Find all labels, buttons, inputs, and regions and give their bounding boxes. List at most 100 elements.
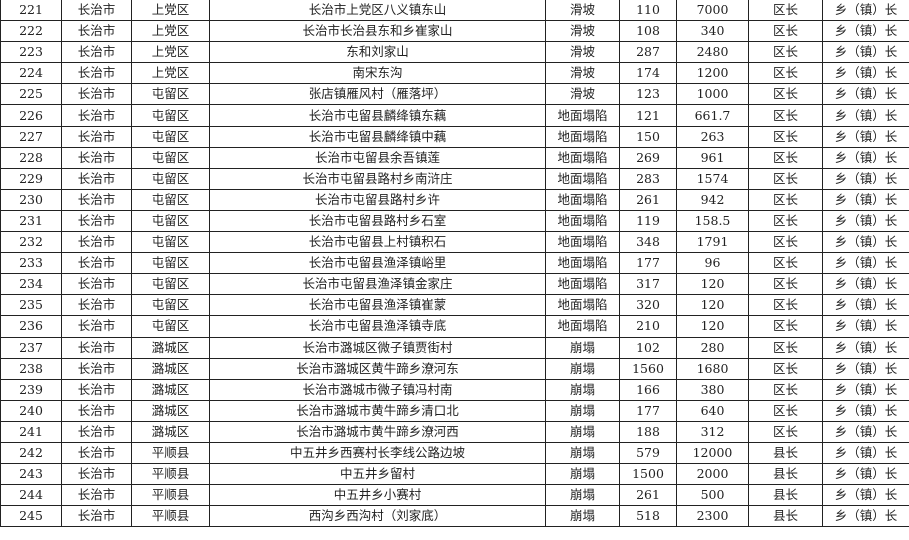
value-a-cell: 579 — [619, 441, 677, 465]
row-index-cell: 236 — [0, 315, 62, 338]
city-cell: 长治市 — [61, 41, 132, 64]
hazard-type-cell: 地面塌陷 — [545, 146, 620, 169]
township-official-cell: 乡（镇）长 — [822, 167, 909, 190]
row-index-cell: 245 — [0, 505, 62, 528]
responsible-official-cell: 区长 — [748, 41, 823, 64]
responsible-official-cell: 区长 — [748, 146, 823, 169]
location-cell: 长治市屯留县渔泽镇崔蒙 — [209, 294, 546, 317]
value-a-cell: 119 — [619, 209, 677, 233]
value-b-cell: 7000 — [676, 0, 749, 22]
district-cell: 平顺县 — [131, 505, 210, 528]
district-cell: 屯留区 — [131, 231, 210, 254]
row-index-cell: 223 — [0, 41, 62, 64]
value-b-cell: 120 — [676, 315, 749, 338]
hazard-type-cell: 崩塌 — [545, 378, 620, 401]
responsible-official-cell: 区长 — [748, 231, 823, 254]
city-cell: 长治市 — [61, 484, 132, 507]
value-a-cell: 174 — [619, 62, 677, 85]
responsible-official-cell: 区长 — [748, 336, 823, 359]
row-index-cell: 241 — [0, 420, 62, 443]
district-cell: 平顺县 — [131, 463, 210, 486]
value-a-cell: 123 — [619, 83, 677, 106]
location-cell: 东和刘家山 — [209, 41, 546, 64]
table-row: 225 长治市 屯留区 张店镇雁风村（雁落坪） 滑坡 123 1000 区长 乡（镇）长 — [0, 83, 909, 106]
value-b-cell: 120 — [676, 273, 749, 296]
value-a-cell: 348 — [619, 231, 677, 254]
township-official-cell: 乡（镇）长 — [822, 463, 909, 486]
district-cell: 屯留区 — [131, 167, 210, 190]
row-index-cell: 240 — [0, 399, 62, 422]
township-official-cell: 乡（镇）长 — [822, 20, 909, 43]
district-cell: 潞城区 — [131, 357, 210, 380]
hazard-type-cell: 滑坡 — [545, 62, 620, 85]
table-row: 236 长治市 屯留区 长治市屯留县渔泽镇寺底 地面塌陷 210 120 区长 乡（镇）长 — [0, 315, 909, 338]
value-b-cell: 1574 — [676, 167, 749, 190]
location-cell: 长治市潞城市微子镇冯村南 — [209, 378, 546, 401]
hazard-type-cell: 地面塌陷 — [545, 125, 620, 148]
city-cell: 长治市 — [61, 20, 132, 43]
table-row: 231 长治市 屯留区 长治市屯留县路村乡石室 地面塌陷 119 158.5 区长 乡（镇）长 — [0, 209, 909, 233]
township-official-cell: 乡（镇）长 — [822, 273, 909, 296]
city-cell: 长治市 — [61, 104, 132, 127]
township-official-cell: 乡（镇）长 — [822, 441, 909, 465]
hazard-type-cell: 地面塌陷 — [545, 188, 620, 211]
value-b-cell: 2000 — [676, 463, 749, 486]
table-row: 224 长治市 上党区 南宋东沟 滑坡 174 1200 区长 乡（镇）长 — [0, 62, 909, 85]
hazard-type-cell: 地面塌陷 — [545, 104, 620, 127]
row-index-cell: 222 — [0, 20, 62, 43]
value-a-cell: 287 — [619, 41, 677, 64]
township-official-cell: 乡（镇）长 — [822, 378, 909, 401]
responsible-official-cell: 区长 — [748, 273, 823, 296]
district-cell: 屯留区 — [131, 273, 210, 296]
row-index-cell: 224 — [0, 62, 62, 85]
value-b-cell: 661.7 — [676, 104, 749, 127]
hazard-type-cell: 崩塌 — [545, 463, 620, 486]
township-official-cell: 乡（镇）长 — [822, 41, 909, 64]
location-cell: 中五井乡小赛村 — [209, 484, 546, 507]
township-official-cell: 乡（镇）长 — [822, 484, 909, 507]
value-b-cell: 961 — [676, 146, 749, 169]
township-official-cell: 乡（镇）长 — [822, 62, 909, 85]
city-cell: 长治市 — [61, 146, 132, 169]
responsible-official-cell: 区长 — [748, 252, 823, 275]
value-b-cell: 96 — [676, 252, 749, 275]
table-row: 233 长治市 屯留区 长治市屯留县渔泽镇峪里 地面塌陷 177 96 区长 乡（镇）长 — [0, 252, 909, 275]
township-official-cell: 乡（镇）长 — [822, 125, 909, 148]
value-b-cell: 120 — [676, 294, 749, 317]
township-official-cell: 乡（镇）长 — [822, 294, 909, 317]
location-cell: 长治市屯留县路村乡南浒庄 — [209, 167, 546, 190]
district-cell: 上党区 — [131, 41, 210, 64]
location-cell: 中五井乡留村 — [209, 463, 546, 486]
value-b-cell: 280 — [676, 336, 749, 359]
township-official-cell: 乡（镇）长 — [822, 315, 909, 338]
value-a-cell: 320 — [619, 294, 677, 317]
township-official-cell: 乡（镇）长 — [822, 104, 909, 127]
value-b-cell: 12000 — [676, 441, 749, 465]
hazard-type-cell: 地面塌陷 — [545, 294, 620, 317]
value-a-cell: 166 — [619, 378, 677, 401]
value-b-cell: 1791 — [676, 231, 749, 254]
value-a-cell: 261 — [619, 188, 677, 211]
district-cell: 屯留区 — [131, 146, 210, 169]
city-cell: 长治市 — [61, 231, 132, 254]
value-a-cell: 150 — [619, 125, 677, 148]
table-row: 235 长治市 屯留区 长治市屯留县渔泽镇崔蒙 地面塌陷 320 120 区长 乡（镇）长 — [0, 294, 909, 317]
responsible-official-cell: 区长 — [748, 420, 823, 443]
row-index-cell: 228 — [0, 146, 62, 169]
responsible-official-cell: 县长 — [748, 463, 823, 486]
value-a-cell: 177 — [619, 252, 677, 275]
value-b-cell: 640 — [676, 399, 749, 422]
township-official-cell: 乡（镇）长 — [822, 420, 909, 443]
table-row: 230 长治市 屯留区 长治市屯留县路村乡许 地面塌陷 261 942 区长 乡（镇）长 — [0, 188, 909, 211]
township-official-cell: 乡（镇）长 — [822, 252, 909, 275]
table-row: 222 长治市 上党区 长治市长治县东和乡崔家山 滑坡 108 340 区长 乡（镇）长 — [0, 20, 909, 43]
hazard-type-cell: 崩塌 — [545, 336, 620, 359]
value-b-cell: 500 — [676, 484, 749, 507]
value-a-cell: 269 — [619, 146, 677, 169]
city-cell: 长治市 — [61, 83, 132, 106]
table-row: 241 长治市 潞城区 长治市潞城市黄牛蹄乡潦河西 崩塌 188 312 区长 乡（镇）长 — [0, 420, 909, 443]
responsible-official-cell: 县长 — [748, 505, 823, 528]
row-index-cell: 242 — [0, 441, 62, 465]
location-cell: 南宋东沟 — [209, 62, 546, 85]
value-a-cell: 1500 — [619, 463, 677, 486]
